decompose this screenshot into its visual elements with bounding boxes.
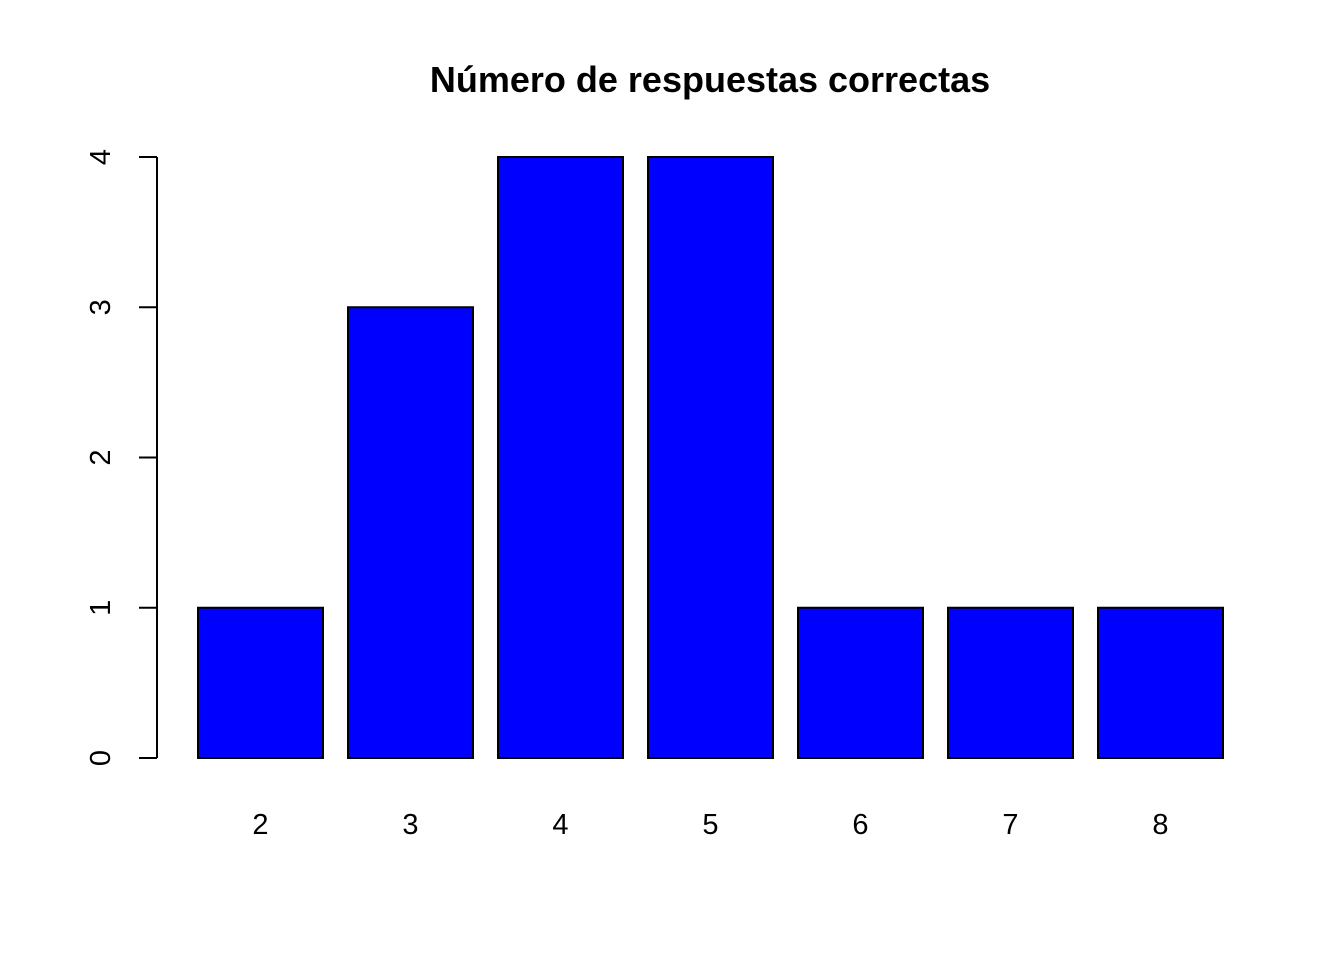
bar-5 xyxy=(647,156,774,759)
bar-7 xyxy=(947,606,1074,759)
y-tick-label: 3 xyxy=(85,299,117,315)
x-tick-labels: 2 3 4 5 6 7 8 xyxy=(252,809,1168,841)
y-tick-label: 4 xyxy=(85,149,117,165)
bar-4 xyxy=(497,156,624,759)
x-tick-label: 8 xyxy=(1152,809,1168,841)
x-tick-label: 5 xyxy=(702,809,718,841)
x-tick-label: 3 xyxy=(402,809,418,841)
x-tick-label: 4 xyxy=(552,809,568,841)
y-tick-label: 1 xyxy=(85,600,117,616)
y-tick-label: 0 xyxy=(85,750,117,766)
x-tick-label: 6 xyxy=(852,809,868,841)
chart-title: Número de respuestas correctas xyxy=(430,59,990,100)
y-axis: 0 1 2 3 4 xyxy=(85,149,158,766)
bars-group xyxy=(197,156,1224,759)
bar-8 xyxy=(1097,606,1224,759)
y-tick-label: 2 xyxy=(85,449,117,465)
bar-3 xyxy=(347,306,474,759)
bar-2 xyxy=(197,606,324,759)
bar-6 xyxy=(797,606,924,759)
x-tick-label: 7 xyxy=(1002,809,1018,841)
x-tick-label: 2 xyxy=(252,809,268,841)
